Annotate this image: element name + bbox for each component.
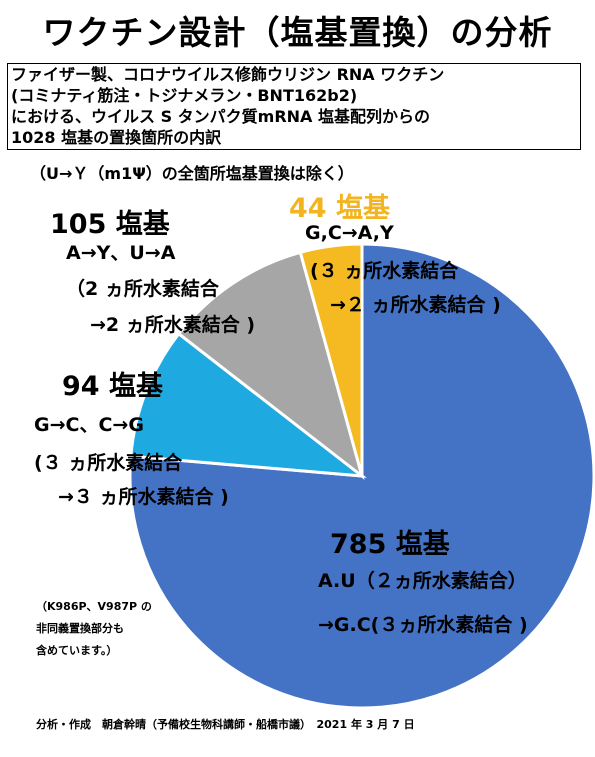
note-line: 非同義置換部分も xyxy=(36,622,124,635)
pie-slice-105 xyxy=(176,250,365,480)
slice-count-label: 44 塩基 xyxy=(289,193,390,224)
slice-detail-label: →G.C(３ヵ所水素結合 ) xyxy=(318,614,528,636)
description-box xyxy=(7,63,581,150)
slice-detail-label: （2 ヵ所水素結合 xyxy=(66,278,219,300)
slice-detail-label: →2 ヵ所水素結合 ) xyxy=(90,314,256,336)
slice-detail-label: (３ ヵ所水素結合 xyxy=(34,452,183,474)
slice-substitution-label: A.U（２ヵ所水素結合） xyxy=(318,570,527,592)
footer-credit: 分析・作成 朝倉幹晴（予備校生物科講師・船橋市議） 2021 年 3 月 7 日 xyxy=(36,718,415,731)
slice-detail-label: →３ ヵ所水素結合 ) xyxy=(58,486,229,508)
pie-slice-44 xyxy=(298,242,364,477)
note-line: 含めています。） xyxy=(36,644,118,657)
pie-slice-94 xyxy=(129,331,367,478)
description-line: における、ウイルス S タンパク質mRNA 塩基配列からの xyxy=(11,107,431,126)
slice-substitution-label: A→Y、U→A xyxy=(66,242,176,264)
note-line: （K986P、V987P の xyxy=(36,600,152,613)
slice-substitution-label: G,C→A,Y xyxy=(305,222,394,244)
slice-detail-label: (３ ヵ所水素結合 xyxy=(310,260,459,282)
description-line: (コミナティ筋注・トジナメラン・BNT162b2) xyxy=(11,86,358,105)
slice-substitution-label: G→C、C→G xyxy=(34,414,144,436)
slice-detail-label: →２ ヵ所水素結合 ) xyxy=(330,294,501,316)
description-line: ファイザー製、コロナウイルス修飾ウリジン RNA ワクチン xyxy=(11,65,445,84)
exclusion-note: （U→Ｙ（m1Ψ）の全箇所塩基置換は除く） xyxy=(30,164,354,183)
description-line: 1028 塩基の置換箇所の内訳 xyxy=(11,128,222,147)
slice-count-label: 785 塩基 xyxy=(330,529,450,560)
page-title: ワクチン設計（塩基置換）の分析 xyxy=(42,13,553,52)
slice-count-label: 94 塩基 xyxy=(62,371,163,402)
slice-count-label: 105 塩基 xyxy=(50,209,170,240)
